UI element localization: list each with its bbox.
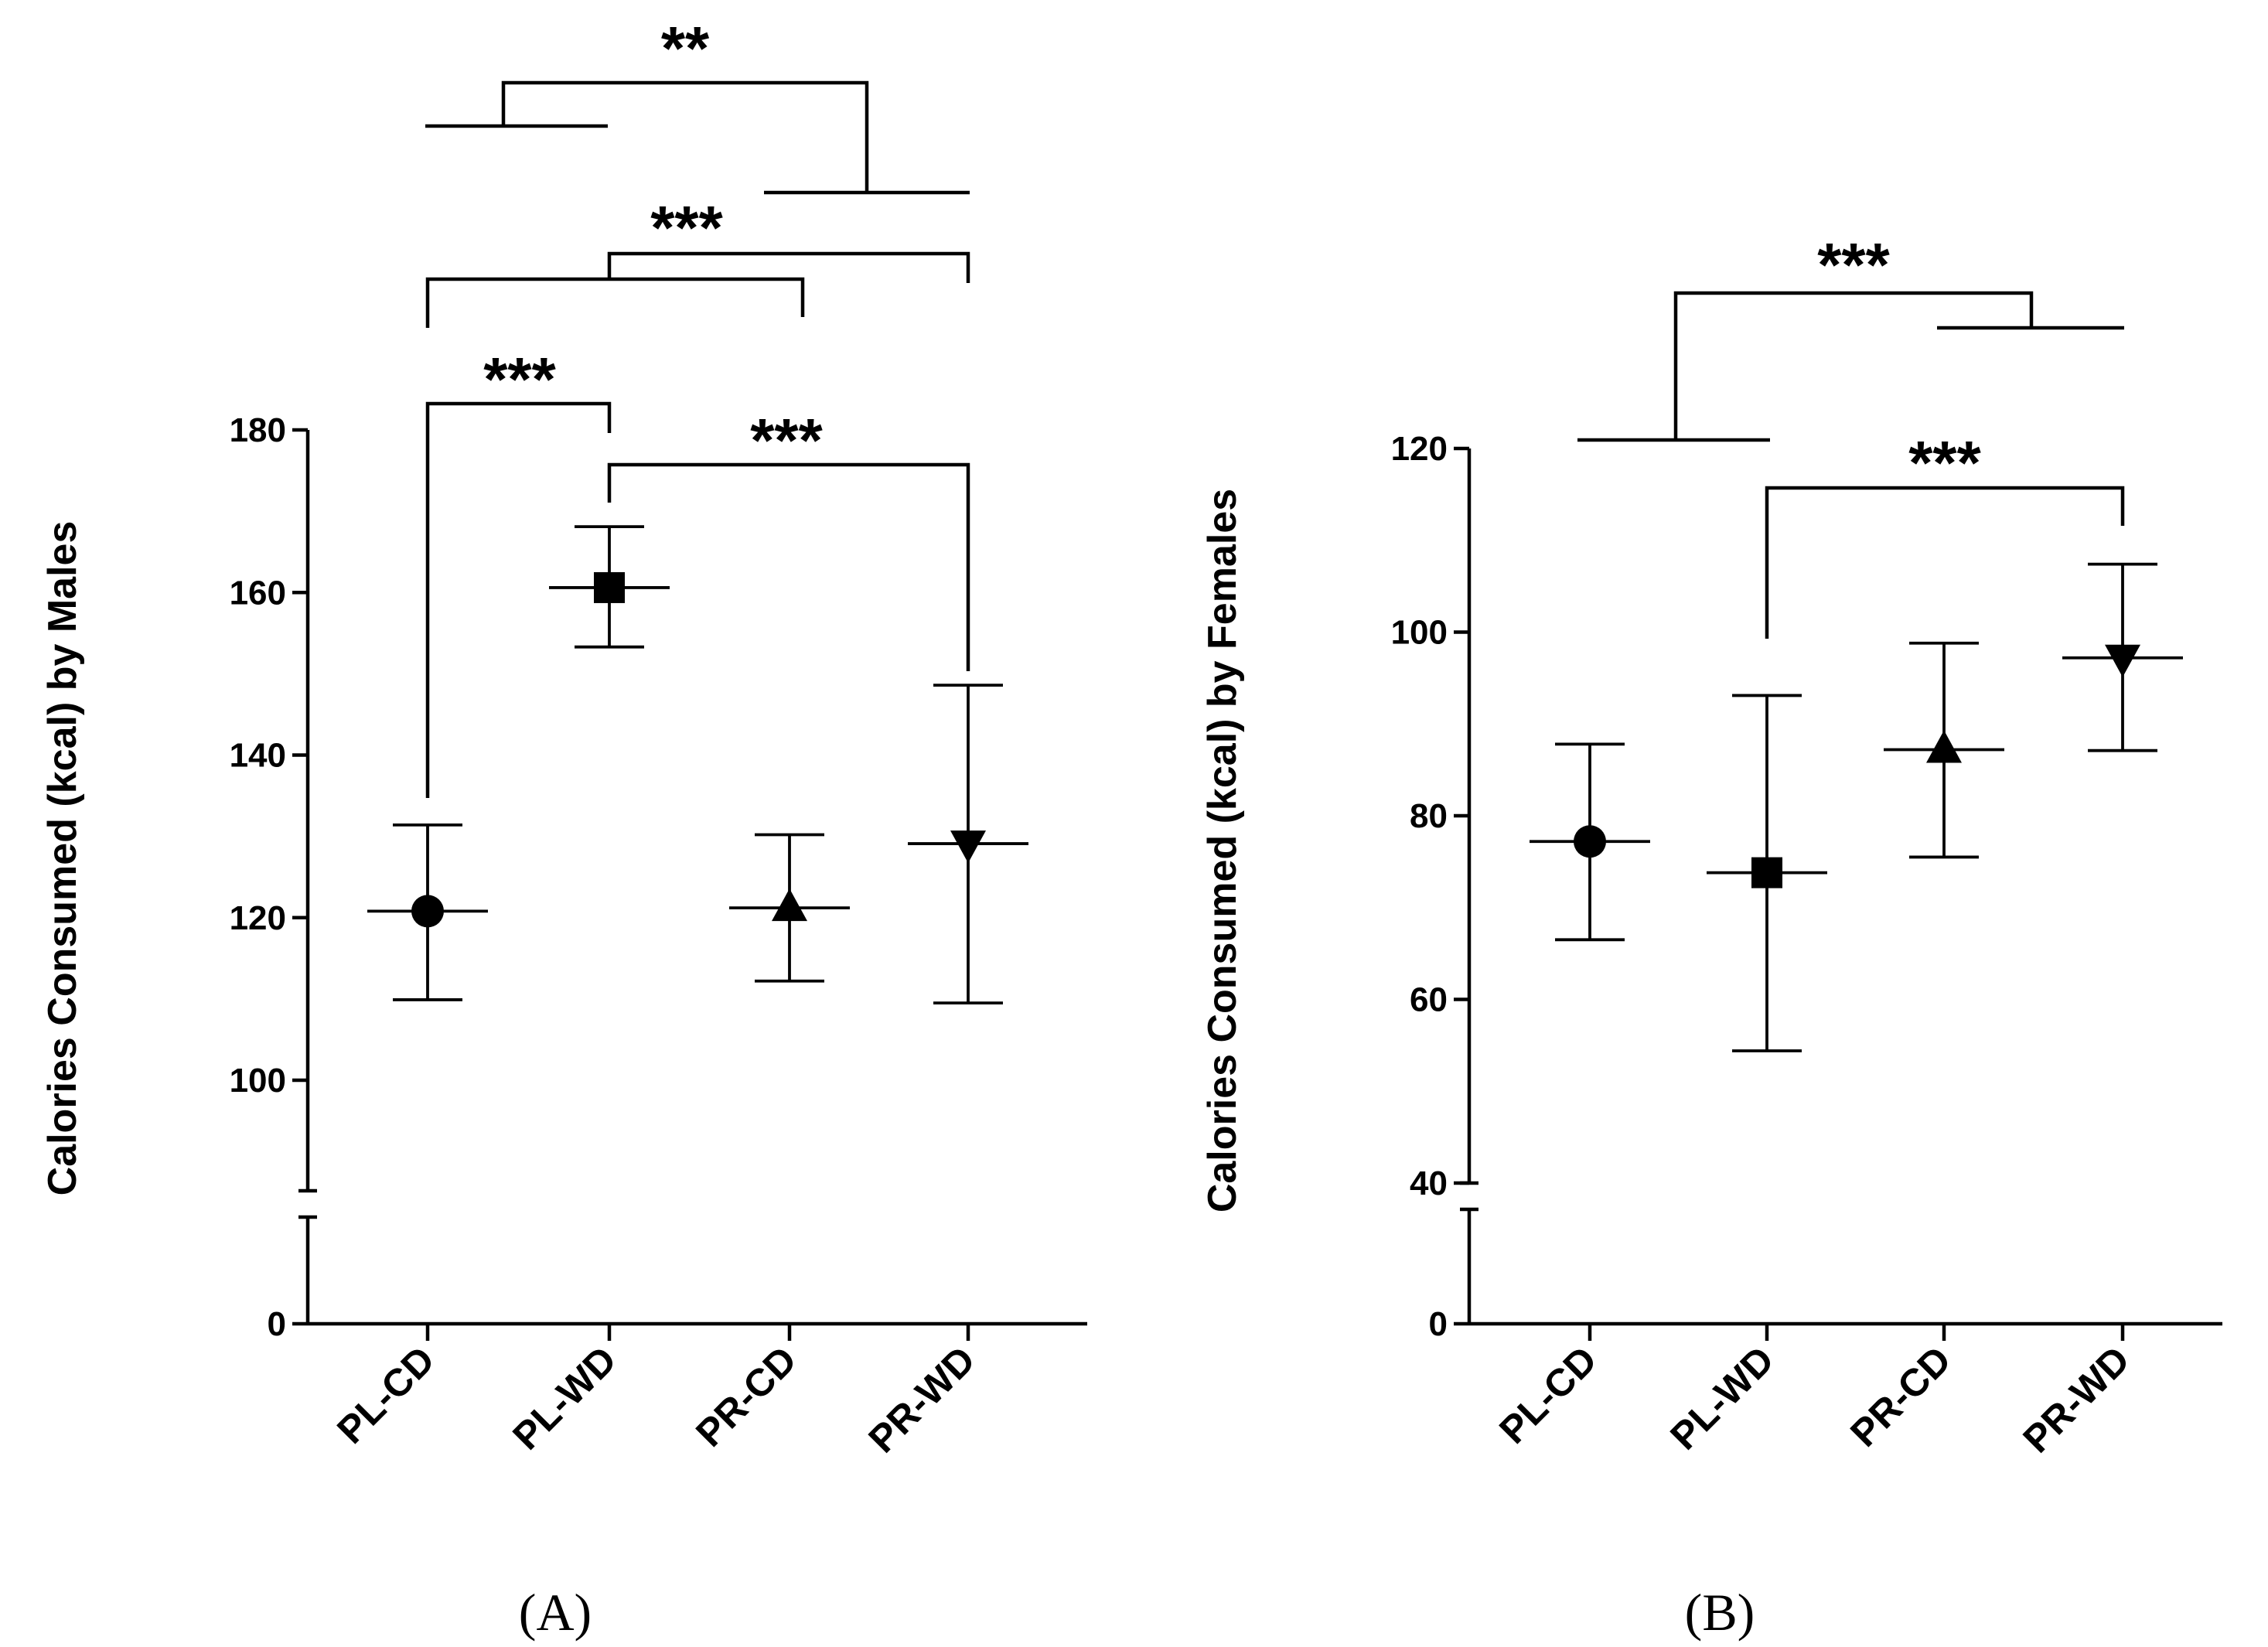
panel-b: Calories Consumed (kcal) by Females 0 40… (1200, 230, 2222, 1642)
y-tick-label-a-100: 100 (230, 1062, 286, 1100)
x-tick-label-b-pr-cd: PR-CD (1842, 1338, 1959, 1455)
y-axis-title-b: Calories Consumed (kcal) by Females (1200, 489, 1245, 1212)
marker-circle (1574, 825, 1606, 858)
x-tick-label-a-pr-cd: PR-CD (687, 1338, 805, 1455)
panel-label-a: (A) (519, 1583, 592, 1642)
sig-stars-pl-vs-pr: ** (661, 14, 710, 83)
marker-triangle-up (772, 888, 807, 922)
point-a-pl-wd (549, 525, 670, 649)
sig-stars-plcd-plwd: *** (483, 345, 556, 414)
sig-bracket-pl-vs-pr: ** (425, 14, 970, 195)
marker-triangle-up (1926, 730, 1962, 763)
y-tick-label-a-0: 0 (268, 1305, 286, 1343)
y-tick-label-b-60: 60 (1410, 981, 1448, 1019)
y-tick-label-b-0: 0 (1429, 1305, 1448, 1343)
data-points-a (367, 525, 1028, 1005)
point-a-pl-cd (367, 824, 488, 1001)
sig-bracket-plwd-prwd: *** (607, 406, 970, 671)
y-tick-label-a-120: 120 (230, 899, 286, 937)
x-categories-b: PL-CD PL-WD PR-CD PR-WD (1491, 1324, 2138, 1461)
y-tick-label-b-40: 40 (1410, 1164, 1448, 1202)
x-tick-label-a-pr-wd: PR-WD (860, 1338, 983, 1461)
y-ticks-b: 40 60 80 100 120 (1391, 430, 1469, 1202)
point-a-pr-wd (908, 684, 1028, 1005)
point-a-pr-cd (729, 833, 850, 983)
sig-bracket-plwd-prwd-b: *** (1765, 428, 2125, 639)
point-b-pl-cd (1530, 742, 1650, 942)
y-tick-label-a-180: 180 (230, 411, 286, 449)
sig-stars-pl-vs-pr-b: *** (1817, 230, 1890, 299)
x-tick-label-a-pl-wd: PL-WD (504, 1338, 624, 1458)
sig-bracket-cd-vs-wd: *** (425, 193, 970, 328)
sig-bracket-plcd-plwd: *** (425, 345, 612, 798)
marker-triangle-down (2105, 644, 2140, 677)
x-categories-a: PL-CD PL-WD PR-CD PR-WD (329, 1324, 984, 1461)
x-tick-label-b-pl-cd: PL-CD (1491, 1338, 1605, 1452)
sig-stars-cd-vs-wd: *** (650, 193, 723, 262)
x-tick-label-a-pl-cd: PL-CD (329, 1338, 443, 1452)
point-b-pl-wd (1707, 694, 1827, 1052)
y-tick-label-a-140: 140 (230, 737, 286, 775)
sig-bracket-pl-vs-pr-b: *** (1577, 230, 2124, 442)
x-tick-label-b-pl-wd: PL-WD (1662, 1338, 1782, 1458)
marker-square (1751, 857, 1782, 888)
marker-circle (411, 895, 444, 928)
y-ticks-a: 100 120 140 160 180 (230, 411, 308, 1100)
x-tick-label-b-pr-wd: PR-WD (2014, 1338, 2137, 1461)
marker-triangle-down (950, 830, 986, 864)
sig-stars-plwd-prwd: *** (750, 406, 823, 475)
y-tick-label-b-120: 120 (1391, 430, 1448, 468)
marker-square (594, 571, 625, 603)
y-tick-label-b-100: 100 (1391, 614, 1448, 652)
y-axis-title-a: Calories Consumed (kcal) by Males (40, 521, 85, 1196)
point-b-pr-wd (2062, 562, 2183, 752)
y-tick-label-a-160: 160 (230, 574, 286, 612)
point-b-pr-cd (1884, 641, 2004, 859)
y-tick-label-b-80: 80 (1410, 797, 1448, 835)
panel-a: Calories Consumed (kcal) by Males 0 1001… (40, 14, 1087, 1642)
panel-label-b: (B) (1685, 1583, 1755, 1642)
data-points-b (1530, 562, 2183, 1052)
sig-stars-plwd-prwd-b: *** (1908, 428, 1981, 497)
